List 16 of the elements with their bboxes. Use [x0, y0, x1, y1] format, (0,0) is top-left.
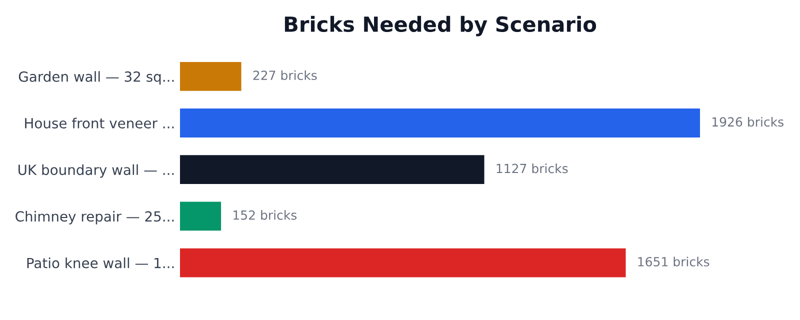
data-label: 227 bricks: [253, 70, 317, 80]
y-tick-label: UK boundary wall — ...: [18, 164, 174, 178]
bar: [180, 108, 700, 138]
bar: [180, 248, 626, 278]
data-label: 152 bricks: [234, 210, 297, 220]
bar: [180, 202, 222, 231]
y-tick-label: Garden wall — 32 sq...: [18, 71, 174, 85]
bar: [180, 62, 242, 91]
data-label: 1651 bricks: [638, 256, 710, 266]
y-tick-label: Chimney repair — 25...: [16, 210, 174, 224]
bar: [180, 155, 484, 184]
data-label: 1127 bricks: [496, 164, 568, 174]
y-tick-label: Patio knee wall — 1...: [27, 258, 174, 268]
y-tick-label: House front veneer ...: [25, 118, 174, 128]
chart-title: Bricks Needed by Scenario: [284, 16, 596, 36]
data-label: 1926 bricks: [712, 116, 784, 127]
